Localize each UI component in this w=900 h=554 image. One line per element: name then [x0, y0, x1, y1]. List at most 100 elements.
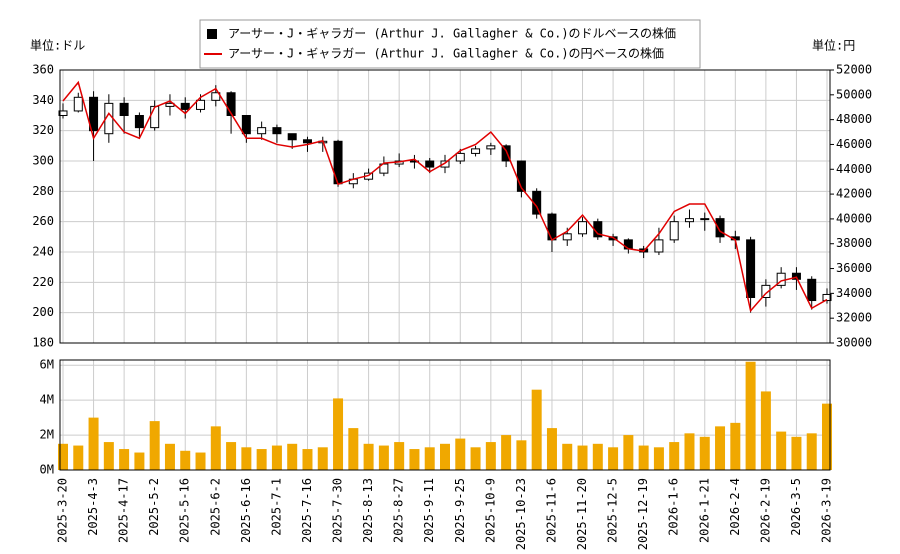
volume-bar [776, 431, 787, 470]
volume-bar [58, 443, 68, 470]
y-tick-label: 200 [32, 305, 54, 319]
x-tick-label: 2026-1-6 [667, 478, 681, 536]
x-tick-label: 2025-5-16 [178, 478, 192, 543]
y-tick-label: 320 [32, 123, 54, 137]
volume-bar [73, 445, 84, 470]
y-tick-label: 300 [32, 154, 54, 168]
x-tick-label: 2025-12-19 [636, 478, 650, 550]
volume-bar [119, 449, 130, 470]
volume-bar [287, 443, 298, 470]
candle-body [58, 110, 68, 116]
volume-bar [485, 442, 496, 470]
volume-bar [241, 447, 252, 470]
y2-tick-label: 48000 [836, 112, 872, 126]
legend-swatch [207, 29, 217, 39]
y-tick-label: 360 [32, 63, 54, 77]
x-tick-label: 2025-7-30 [331, 478, 345, 543]
volume-bar [684, 433, 695, 470]
candle-body [425, 160, 435, 168]
yen-line [62, 80, 828, 313]
y2-tick-label: 44000 [836, 162, 872, 176]
volume-bar [164, 443, 175, 470]
candle-body [89, 96, 99, 132]
x-tick-label: 2025-8-13 [361, 478, 375, 543]
volume-bar [378, 445, 389, 470]
volume-bar [103, 442, 114, 470]
volume-bar [730, 422, 741, 470]
volume-bar [424, 447, 435, 470]
y2-tick-label: 50000 [836, 87, 872, 101]
volume-bar [745, 361, 756, 470]
candle-body [486, 145, 496, 150]
candle-body [700, 218, 710, 221]
y-tick-label: 6M [40, 358, 54, 372]
volume-bar [608, 447, 619, 470]
candle-body [409, 160, 419, 163]
volume-bar [516, 440, 527, 470]
volume-bar [363, 443, 374, 470]
volume-bar [822, 403, 832, 470]
volume-bar [562, 443, 573, 470]
volume-bar [638, 445, 649, 470]
legend-label: アーサー・J・ギャラガー (Arthur J. Gallagher & Co.)… [228, 26, 676, 41]
y2-tick-label: 38000 [836, 236, 872, 250]
volume-bar [531, 389, 542, 470]
candle-body [654, 239, 664, 253]
y2-tick-label: 30000 [836, 336, 872, 350]
candle-body [715, 218, 725, 238]
volume-bar [195, 452, 206, 470]
x-tick-label: 2025-10-9 [483, 478, 497, 543]
volume-bar [409, 449, 420, 470]
volume-bar [440, 443, 450, 470]
y-tick-label: 4M [40, 393, 54, 407]
volume-bar [134, 452, 145, 470]
volume-bar [623, 435, 634, 470]
candle-body [257, 127, 267, 135]
volume-bar [226, 442, 237, 470]
candle-body [471, 148, 481, 154]
x-tick-label: 2025-9-25 [453, 478, 467, 543]
y2-tick-label: 40000 [836, 211, 872, 225]
x-tick-label: 2025-3-20 [56, 478, 70, 543]
x-tick-label: 2026-3-19 [820, 478, 834, 543]
y-tick-label: 2M [40, 428, 54, 442]
candle-body [440, 160, 450, 168]
candle-body [196, 99, 206, 110]
candle-body [180, 102, 190, 110]
candle-body [150, 105, 160, 129]
y2-tick-label: 34000 [836, 286, 872, 300]
volume-bar [455, 438, 466, 470]
volume-bar [317, 447, 328, 470]
x-tick-label: 2025-11-6 [544, 478, 558, 543]
candle-body [547, 213, 557, 241]
y-tick-label: 240 [32, 245, 54, 259]
x-tick-label: 2026-1-21 [697, 478, 711, 543]
x-tick-label: 2025-10-23 [514, 478, 528, 550]
x-tick-label: 2025-4-3 [86, 478, 100, 536]
volume-bar [791, 436, 802, 470]
volume-bar [302, 449, 313, 470]
candle-body [501, 145, 511, 162]
volume-bar [256, 449, 267, 470]
legend [199, 19, 701, 69]
x-tick-label: 2025-11-20 [575, 478, 589, 550]
candle-body [578, 221, 588, 235]
candle-body [226, 92, 236, 116]
y2-tick-label: 42000 [836, 187, 872, 201]
candle-body [241, 115, 251, 135]
x-tick-label: 2025-6-2 [208, 478, 222, 536]
candle-body [761, 284, 771, 299]
y-tick-label: 340 [32, 93, 54, 107]
plot-frame [59, 359, 831, 471]
x-tick-label: 2026-2-19 [758, 478, 772, 543]
candle-body [287, 133, 297, 141]
volume-bar [394, 442, 405, 470]
volume-bar [653, 447, 664, 470]
volume-bar [88, 417, 99, 470]
candle-body [272, 127, 282, 135]
candle-body [746, 239, 756, 299]
volume-bar [333, 398, 344, 470]
volume-bar [806, 433, 817, 470]
candle-body [562, 233, 572, 241]
